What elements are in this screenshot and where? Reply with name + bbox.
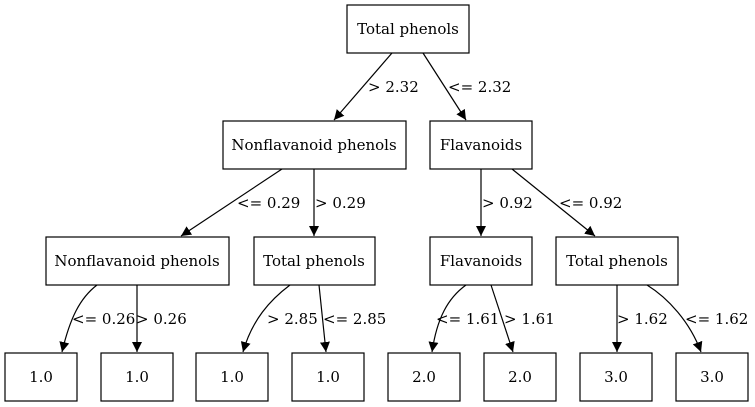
edge-totalphenols-to-leaf-3: > 2.85 bbox=[240, 284, 318, 353]
leaf-label: 1.0 bbox=[316, 368, 340, 386]
edge-label: > 0.26 bbox=[136, 310, 187, 328]
node-label: Total phenols bbox=[357, 20, 459, 38]
leaf-label: 3.0 bbox=[700, 368, 724, 386]
node-label: Flavanoids bbox=[440, 252, 522, 270]
edge-flavanoids-to-flavanoids: > 0.92 bbox=[476, 169, 533, 236]
leaf-label: 3.0 bbox=[604, 368, 628, 386]
edge-label: > 1.62 bbox=[617, 310, 668, 328]
edge-nonflavanoid-to-leaf-2: > 0.26 bbox=[132, 285, 187, 352]
edge-nonflavanoid-to-totalphenols: > 0.29 bbox=[309, 169, 366, 236]
leaf-node-4: 1.0 bbox=[291, 352, 365, 402]
edge-label: <= 2.85 bbox=[323, 310, 386, 328]
edge-nonflavanoid-to-leaf-1: <= 0.26 bbox=[59, 284, 135, 353]
edge-root-to-nonflavanoid: > 2.32 bbox=[333, 52, 419, 121]
edge-label: > 0.92 bbox=[482, 194, 533, 212]
edge-label: <= 1.62 bbox=[685, 310, 748, 328]
edge-flavanoids-to-totalphenols: <= 0.92 bbox=[511, 168, 622, 237]
leaf-label: 2.0 bbox=[508, 368, 532, 386]
node-label: Nonflavanoid phenols bbox=[231, 136, 396, 154]
node-total-phenols-root: Total phenols bbox=[346, 4, 470, 54]
node-label: Total phenols bbox=[566, 252, 668, 270]
edge-flavanoids-to-leaf-6: > 1.61 bbox=[490, 284, 555, 353]
leaf-label: 1.0 bbox=[125, 368, 149, 386]
edge-label: <= 0.29 bbox=[237, 194, 300, 212]
edge-label: <= 1.61 bbox=[436, 310, 499, 328]
node-label: Flavanoids bbox=[440, 136, 522, 154]
node-nonflavanoid-phenols: Nonflavanoid phenols bbox=[222, 120, 407, 170]
leaf-node-7: 3.0 bbox=[579, 352, 653, 402]
edge-label: <= 0.92 bbox=[559, 194, 622, 212]
edge-label: > 0.29 bbox=[315, 194, 366, 212]
node-total-phenols-right: Total phenols bbox=[555, 236, 679, 286]
leaf-node-3: 1.0 bbox=[195, 352, 269, 402]
node-flavanoids: Flavanoids bbox=[429, 120, 533, 170]
leaf-node-5: 2.0 bbox=[387, 352, 461, 402]
leaf-node-6: 2.0 bbox=[483, 352, 557, 402]
edge-label: <= 2.32 bbox=[448, 78, 511, 96]
edge-flavanoids-to-leaf-5: <= 1.61 bbox=[428, 284, 499, 353]
leaf-node-8: 3.0 bbox=[675, 352, 749, 402]
node-flavanoids-right: Flavanoids bbox=[429, 236, 533, 286]
edge-label: <= 0.26 bbox=[72, 310, 135, 328]
leaf-node-2: 1.0 bbox=[100, 352, 174, 402]
edge-label: > 1.61 bbox=[504, 310, 555, 328]
node-label: Total phenols bbox=[263, 252, 365, 270]
node-label: Nonflavanoid phenols bbox=[54, 252, 219, 270]
edge-totalphenols-to-leaf-7: > 1.62 bbox=[612, 285, 668, 352]
edge-totalphenols-to-leaf-8: <= 1.62 bbox=[646, 284, 748, 353]
edge-totalphenols-to-leaf-4: <= 2.85 bbox=[318, 284, 386, 353]
leaf-label: 1.0 bbox=[220, 368, 244, 386]
edge-nonflavanoid-to-nonflavanoid: <= 0.29 bbox=[180, 168, 300, 237]
node-nonflavanoid-phenols-left: Nonflavanoid phenols bbox=[45, 236, 230, 286]
edge-label: > 2.32 bbox=[368, 78, 419, 96]
edge-label: > 2.85 bbox=[267, 310, 318, 328]
node-total-phenols-left: Total phenols bbox=[253, 236, 376, 286]
leaf-label: 2.0 bbox=[412, 368, 436, 386]
edge-root-to-flavanoids: <= 2.32 bbox=[422, 52, 511, 121]
leaf-node-1: 1.0 bbox=[4, 352, 78, 402]
leaf-label: 1.0 bbox=[29, 368, 53, 386]
